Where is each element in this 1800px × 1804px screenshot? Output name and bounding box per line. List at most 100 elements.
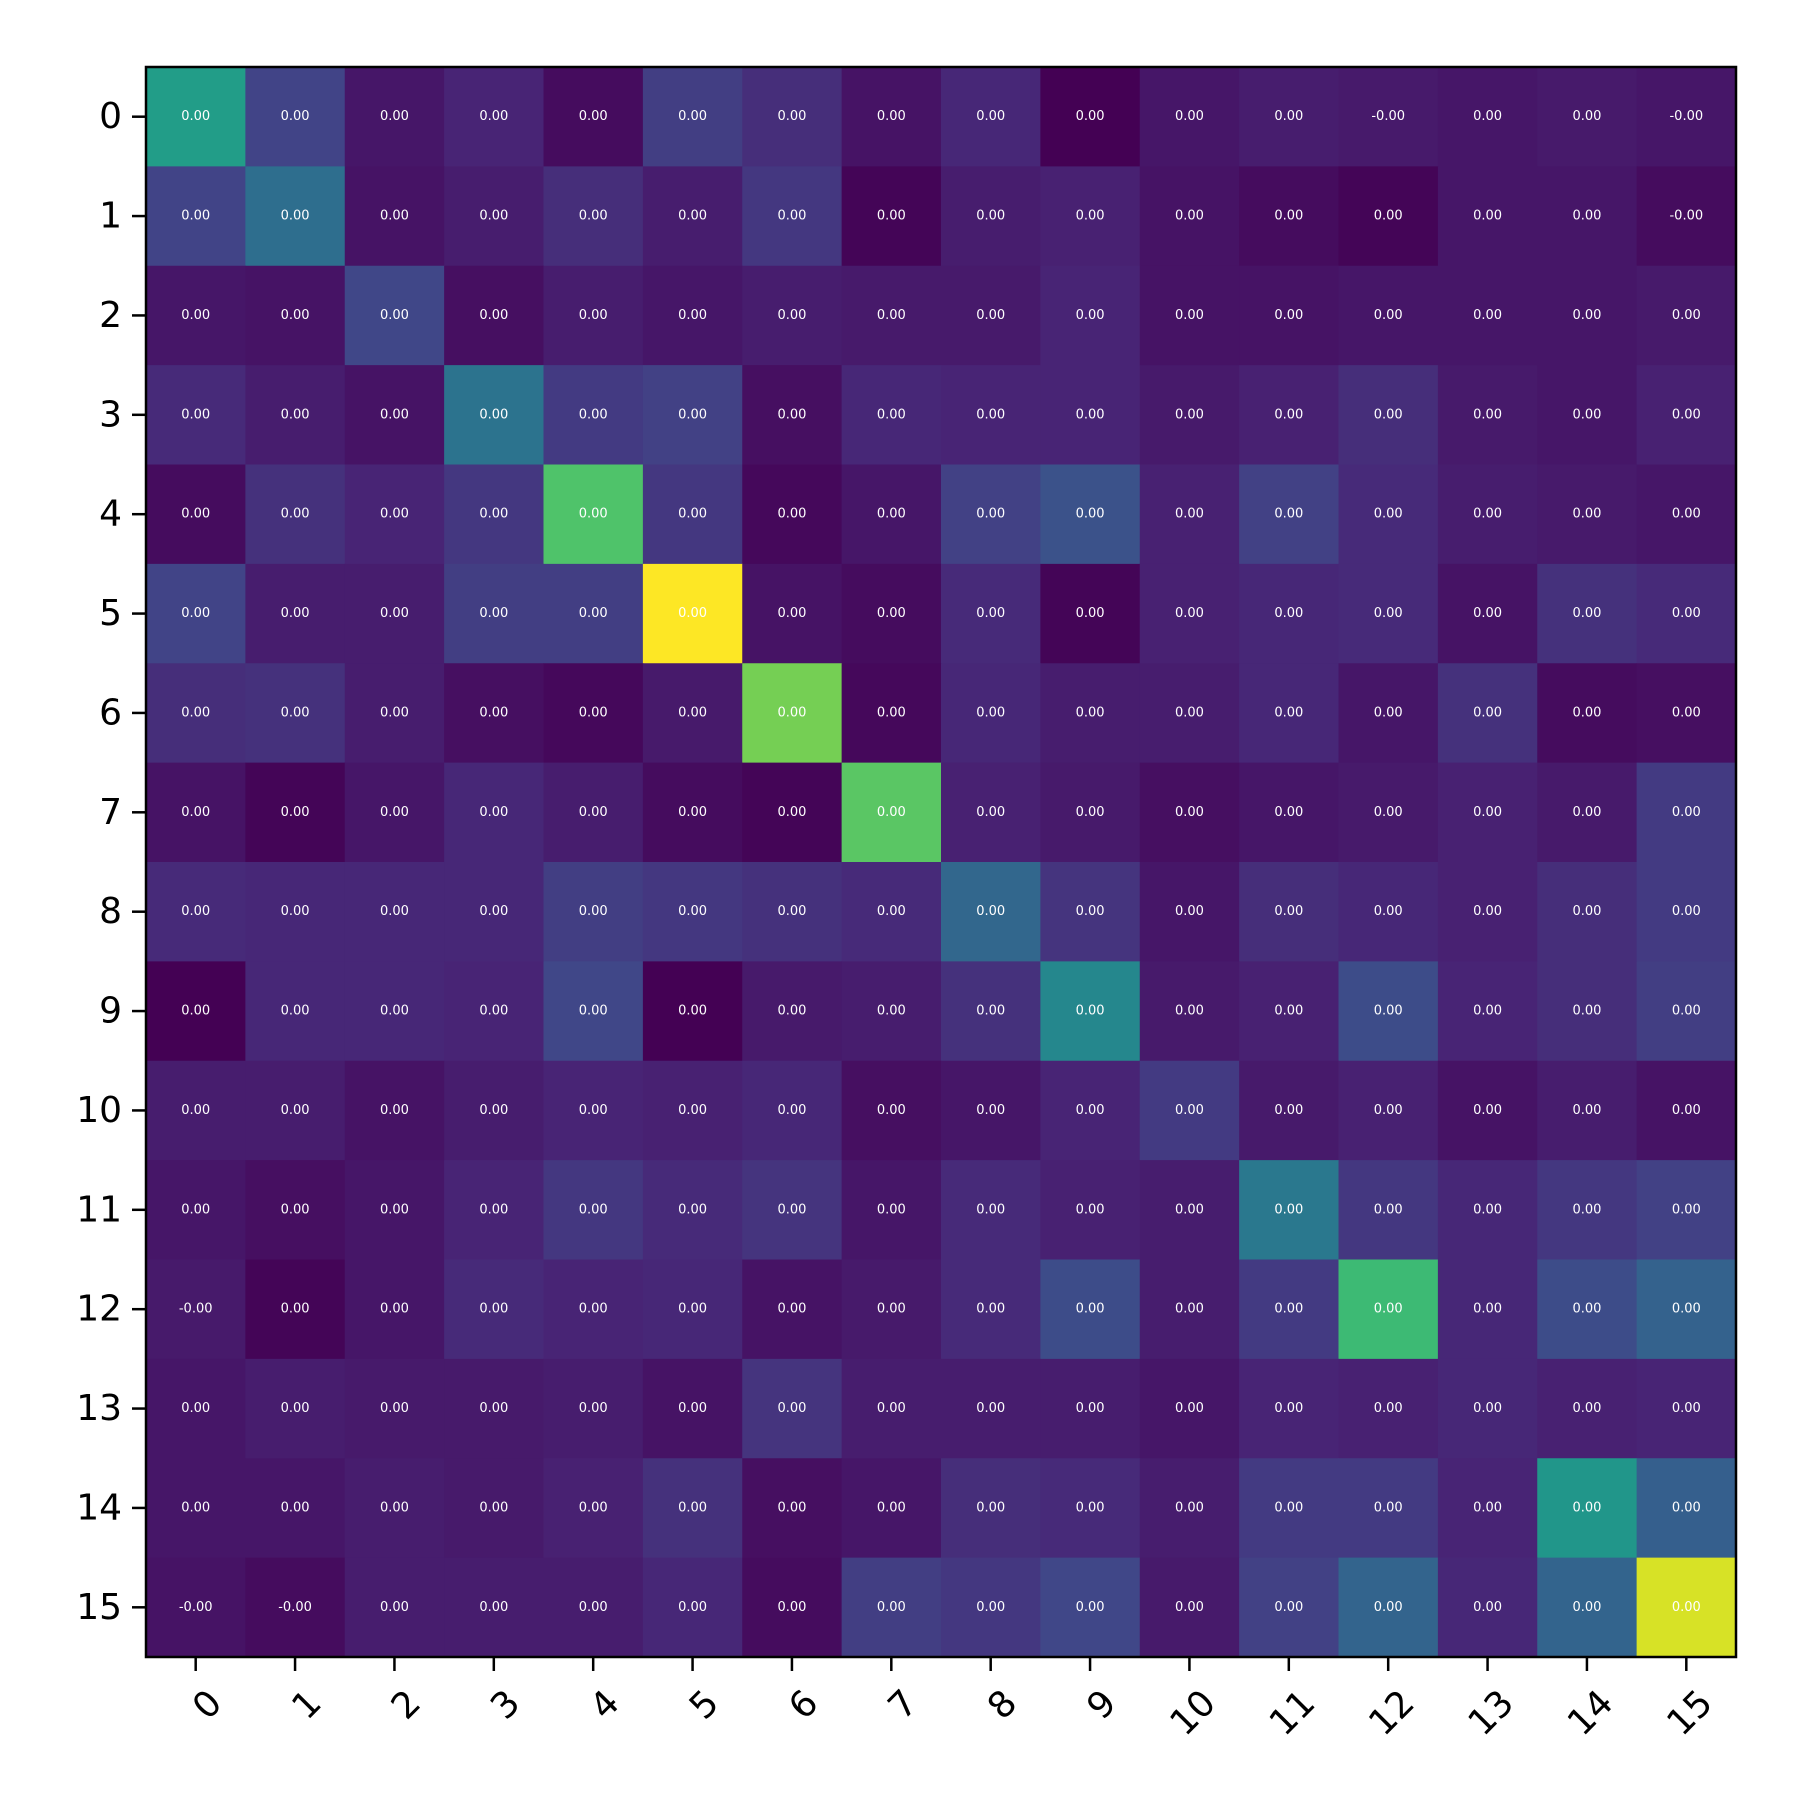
heatmap-cell-6-6 [742, 663, 843, 764]
x-tick-label-9: 9 [1079, 1682, 1124, 1727]
cell-value-label-12-4: 0.00 [579, 1302, 608, 1317]
cell-value-label-6-1: 0.00 [281, 705, 310, 720]
heatmap-cell-7-6 [742, 762, 843, 863]
cell-value-label-1-0: 0.00 [181, 209, 210, 224]
heatmap-cell-11-9 [1040, 1160, 1141, 1260]
heatmap-cell-9-11 [1239, 961, 1339, 1062]
heatmap-cell-1-1 [245, 166, 346, 267]
heatmap-cell-3-12 [1338, 365, 1439, 465]
heatmap-cell-8-9 [1040, 862, 1141, 962]
heatmap-cell-6-2 [344, 663, 445, 764]
cell-value-label-7-2: 0.00 [380, 805, 409, 820]
heatmap-cell-5-15 [1636, 563, 1737, 664]
heatmap-cell-11-11 [1239, 1160, 1339, 1260]
heatmap-cell-14-14 [1537, 1458, 1638, 1559]
heatmap-cell-13-6 [742, 1358, 843, 1459]
x-tick-label-3: 3 [483, 1682, 528, 1727]
cell-value-label-2-5: 0.00 [678, 308, 707, 323]
cell-value-label-10-14: 0.00 [1572, 1103, 1601, 1118]
cell-value-label-1-15: -0.00 [1669, 209, 1703, 224]
x-tick-label-5: 5 [682, 1682, 727, 1727]
heatmap-cell-10-0 [146, 1060, 246, 1161]
heatmap-cell-15-6 [742, 1557, 843, 1658]
heatmap-cell-4-9 [1040, 464, 1141, 565]
cell-value-label-11-8: 0.00 [976, 1202, 1005, 1217]
heatmap-cell-6-5 [642, 663, 743, 764]
heatmap-cell-7-7 [841, 762, 942, 863]
cell-value-label-12-12: 0.00 [1374, 1302, 1403, 1317]
heatmap-cell-1-6 [742, 166, 843, 267]
heatmap-cell-0-6 [742, 67, 843, 167]
cell-value-label-1-12: 0.00 [1374, 209, 1403, 224]
cell-value-label-15-7: 0.00 [877, 1600, 906, 1615]
cell-value-label-14-15: 0.00 [1672, 1500, 1701, 1515]
heatmap-cell-12-3 [444, 1259, 544, 1360]
cell-value-label-7-3: 0.00 [479, 805, 508, 820]
cell-value-label-12-0: -0.00 [179, 1302, 213, 1317]
heatmap-cell-6-0 [146, 663, 246, 764]
heatmap-cell-0-11 [1239, 67, 1339, 167]
heatmap-cell-14-8 [941, 1458, 1041, 1559]
heatmap-cell-1-15 [1636, 166, 1737, 267]
heatmap-cell-11-3 [444, 1160, 544, 1260]
heatmap-cell-0-5 [642, 67, 743, 167]
y-tick-label-14: 14 [76, 1487, 122, 1528]
cell-value-label-0-9: 0.00 [1076, 109, 1105, 124]
heatmap-cell-8-10 [1139, 862, 1240, 962]
heatmap-cell-6-9 [1040, 663, 1141, 764]
heatmap-cell-10-2 [344, 1060, 445, 1161]
heatmap-cell-9-9 [1040, 961, 1141, 1062]
heatmap-cell-10-12 [1338, 1060, 1439, 1161]
y-tick-label-4: 4 [99, 494, 122, 535]
cell-value-label-5-5: 0.00 [678, 606, 707, 621]
cell-value-label-2-13: 0.00 [1473, 308, 1502, 323]
cell-value-label-10-12: 0.00 [1374, 1103, 1403, 1118]
cell-value-label-7-1: 0.00 [281, 805, 310, 820]
cell-value-label-0-6: 0.00 [777, 109, 806, 124]
cell-value-label-10-9: 0.00 [1076, 1103, 1105, 1118]
cell-value-label-7-5: 0.00 [678, 805, 707, 820]
cell-value-label-11-0: 0.00 [181, 1202, 210, 1217]
heatmap-cell-15-10 [1139, 1557, 1240, 1658]
heatmap-cell-9-2 [344, 961, 445, 1062]
heatmap-cell-4-2 [344, 464, 445, 565]
x-tick-label-6: 6 [781, 1682, 826, 1727]
heatmap-cell-7-8 [941, 762, 1041, 863]
heatmap-cell-4-1 [245, 464, 346, 565]
heatmap-cell-3-5 [642, 365, 743, 465]
heatmap-cell-1-10 [1139, 166, 1240, 267]
cell-value-label-12-14: 0.00 [1572, 1302, 1601, 1317]
y-tick-label-5: 5 [99, 593, 122, 634]
heatmap-cell-1-4 [543, 166, 644, 267]
heatmap-cell-9-4 [543, 961, 644, 1062]
heatmap-cell-13-0 [146, 1358, 246, 1459]
heatmap-cell-3-10 [1139, 365, 1240, 465]
heatmap-cell-5-9 [1040, 563, 1141, 664]
cell-value-label-15-12: 0.00 [1374, 1600, 1403, 1615]
heatmap-cell-3-9 [1040, 365, 1141, 465]
cell-value-label-4-2: 0.00 [380, 507, 409, 522]
cell-value-label-15-11: 0.00 [1274, 1600, 1303, 1615]
heatmap-cell-5-10 [1139, 563, 1240, 664]
cell-value-label-1-7: 0.00 [877, 209, 906, 224]
cell-value-label-6-10: 0.00 [1175, 705, 1204, 720]
cell-value-label-12-7: 0.00 [877, 1302, 906, 1317]
heatmap-cell-2-12 [1338, 265, 1439, 366]
y-tick-label-7: 7 [99, 792, 122, 833]
heatmap-cell-5-0 [146, 563, 246, 664]
cell-value-label-9-6: 0.00 [777, 1004, 806, 1019]
heatmap-cell-10-5 [642, 1060, 743, 1161]
heatmap-cell-11-7 [841, 1160, 942, 1260]
heatmap-cell-5-12 [1338, 563, 1439, 664]
cell-value-label-12-15: 0.00 [1672, 1302, 1701, 1317]
cell-value-label-8-13: 0.00 [1473, 904, 1502, 919]
heatmap-cell-0-8 [941, 67, 1041, 167]
cell-value-label-9-1: 0.00 [281, 1004, 310, 1019]
cell-value-label-4-3: 0.00 [479, 507, 508, 522]
cell-value-label-9-10: 0.00 [1175, 1004, 1204, 1019]
cell-value-label-6-8: 0.00 [976, 705, 1005, 720]
cell-value-label-15-5: 0.00 [678, 1600, 707, 1615]
heatmap-cell-13-9 [1040, 1358, 1141, 1459]
heatmap-cell-6-13 [1437, 663, 1538, 764]
